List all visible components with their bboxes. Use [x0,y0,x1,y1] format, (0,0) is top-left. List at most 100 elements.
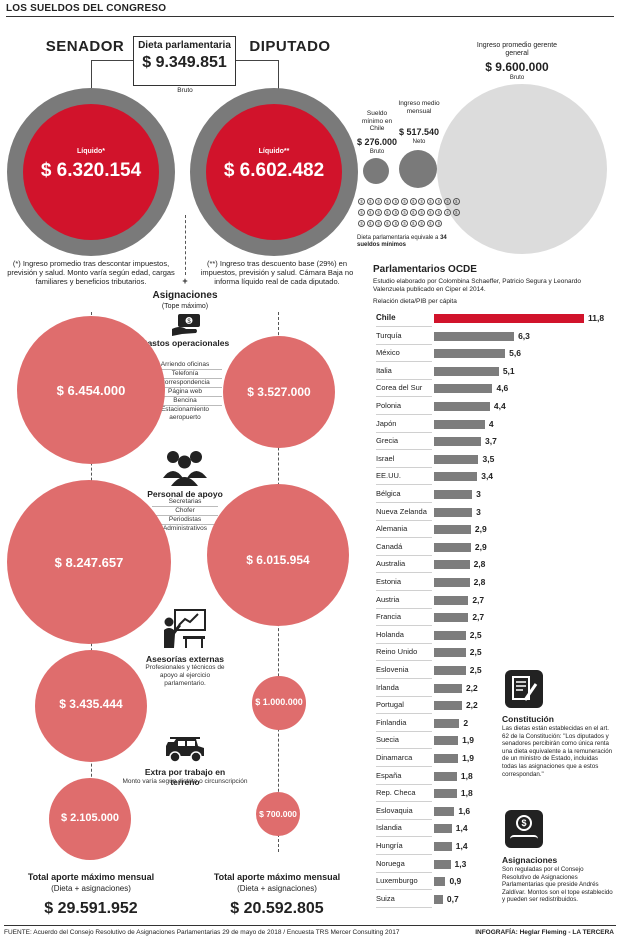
bar-suiza [434,894,443,904]
bar-b-lgica [434,490,473,499]
bar-francia [434,613,469,623]
coin-glyph: $ [516,815,532,831]
row-divider [376,396,432,398]
bar-eslovaquia [434,806,455,816]
bar-value-label: 1,4 [455,841,468,851]
equiv-note: Dieta parlamentaria equivale a 34 sueldo… [357,235,447,249]
bar-category-label: Francia [376,612,402,622]
document-pen-icon [505,670,543,708]
gerente-circle [437,84,607,254]
bar-category-label: Finlandia [376,717,407,727]
sueldo-minimo-coin: $ [409,209,417,216]
bar-value-label: 3,7 [485,436,497,447]
bar-polonia [434,402,490,411]
sueldo-minimo-coin: $ [366,198,374,205]
sueldo-minimo-coin: $ [426,198,434,205]
bar-category-label: Nueva Zelanda [376,506,427,516]
sueldo-minimo-coin: $ [392,209,400,216]
diputado-personal-circle [207,484,349,626]
bar-ee-uu- [434,472,478,482]
sueldo-minimo-coin: $ [409,198,417,205]
bar-luxemburgo [434,877,446,887]
bar-category-label: Polonia [376,401,402,410]
bar-category-label: Holanda [376,629,404,639]
bar-value-label: 3,4 [481,471,494,482]
bar-category-label: Rep. Checa [376,788,416,798]
bar-value-label: 3 [476,489,481,499]
bar-value-label: 2,7 [472,612,485,623]
jeep-icon [166,737,204,763]
bar-value-label: 2 [463,717,469,728]
bar-finlandia [434,718,460,728]
row-divider [376,502,432,503]
asg-sub-item: Profesionales y técnicos de apoyo al eje… [145,664,225,687]
row-divider [376,783,432,785]
bar-category-label: Austria [376,594,400,604]
sueldo-minimo-coin: $ [418,198,426,205]
asg-title-3: Extra por trabajo en terreno [144,767,226,787]
bar-value-label: 1,3 [454,858,467,869]
row-divider [376,484,432,486]
minimo-value: $ 276.000 [356,137,398,147]
sueldo-minimo-coin: $ [401,198,408,205]
equiv-text: Dieta parlamentaria equivale a [357,235,439,241]
sueldo-minimo-coin: $ [418,209,426,216]
row-divider [376,836,432,838]
sueldo-minimo-coin: $ [366,220,374,227]
row-divider [376,361,432,363]
bar-espa-a [434,771,457,781]
bar-category-label: Luxemburgo [376,876,418,886]
bar-value-label: 4 [488,418,494,429]
asignaciones-title: Asignaciones [152,290,218,301]
diputado-terreno-value: $ 700.000 [259,809,297,819]
sueldo-minimo-coin: $ [435,209,443,216]
sueldo-minimo-coin: $ [444,209,451,216]
minimo-label: Sueldo mínimo en Chile [361,110,393,132]
senador-gastos-circle [17,316,165,464]
sueldo-minimo-coin: $ [392,198,400,205]
ocde-desc: Estudio elaborado por Colombina Schaeffe… [373,278,582,293]
row-divider [376,748,432,750]
sueldo-minimo-coin: $ [375,220,383,227]
dieta-box: Dieta parlamentaria $ 9.349.851 [133,36,236,86]
bar-value-label: 1,8 [460,788,473,799]
asg-subs-0: Arriendo oficinas Telefonía Correspondenci… [148,361,222,422]
row-divider [376,572,432,574]
bar-value-label: 4,4 [493,401,506,411]
ocde-title: Parlamentarios OCDE [373,264,477,275]
row-divider [376,378,432,380]
sueldo-minimo-coin: $ [426,220,434,227]
asg-sub-item: Estacionamiento aeropuerto [160,406,210,421]
diputado-asesorias-value: $ 1.000.000 [255,697,303,707]
senador-heading: SENADOR [45,38,125,55]
bar-rep-checa [434,789,457,799]
senador-asesorias-value: $ 3.435.444 [59,697,123,711]
diputado-personal-value: $ 6.015.954 [246,553,310,567]
diputado-liquido-label: Líquido** [258,148,290,155]
bar-reino-unido [434,648,466,658]
diputado-gastos-value: $ 3.527.000 [247,385,311,399]
asg-title-1: Personal de apoyo [147,489,223,499]
diputado-asesorias-circle [252,676,306,730]
bar-category-label: Estonia [376,577,402,586]
bar-value-label: 2,5 [469,665,482,675]
senador-liquido-value: $ 6.320.154 [40,160,142,181]
bar-jap-n [434,419,485,429]
bar-nueva-zelanda [434,507,473,517]
asg-sub-item: Arriendo oficinas [148,361,222,370]
center-guide [185,215,186,275]
bar-value-label: 1,9 [462,735,474,746]
asg-sub-item: Secretarias [152,498,218,507]
bar-category-label: Canadá [376,541,403,551]
bar-category-label: Dinamarca [376,753,413,762]
senador-personal-circle [7,480,171,644]
bar-value-label: 3 [476,506,481,517]
senador-note: (*) Ingreso promedio tras descontar impu… [7,259,175,286]
row-divider [376,466,432,468]
bar-turqu-a [434,331,515,341]
bar-category-label: Suecia [376,735,399,745]
asg-sub-item: Administrativos [162,525,208,532]
bar-suecia [434,736,459,746]
sueldo-minimo-coin: $ [409,220,417,227]
bar-category-label: Eslovaquia [376,805,413,815]
